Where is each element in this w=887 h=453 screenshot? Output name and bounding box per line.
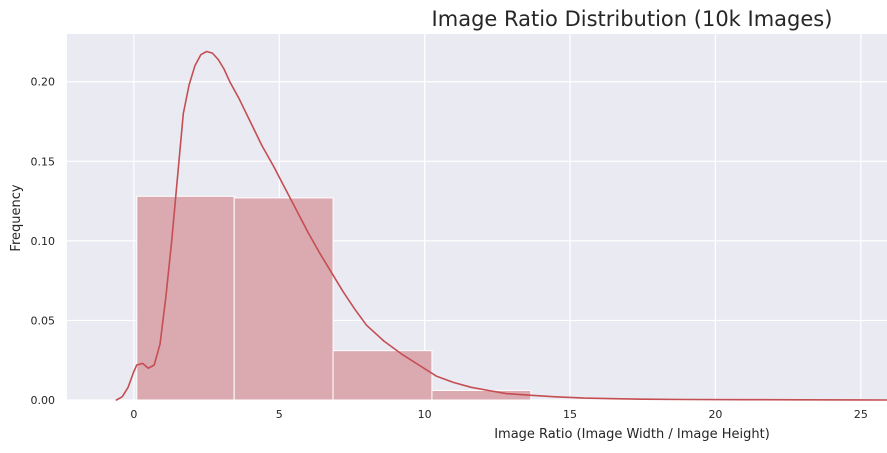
x-tick-label-5: 25 xyxy=(854,408,868,421)
histogram-bar-3 xyxy=(431,389,532,401)
x-tick-label-0: 0 xyxy=(130,408,137,421)
x-tick-label-2: 10 xyxy=(418,408,432,421)
histogram-bar-2 xyxy=(332,350,433,401)
y-tick-label-0: 0.00 xyxy=(31,394,56,407)
chart-title: Image Ratio Distribution (10k Images) xyxy=(432,7,833,31)
x-axis-label: Image Ratio (Image Width / Image Height) xyxy=(494,427,770,442)
x-tick-label-4: 20 xyxy=(708,408,722,421)
y-tick-label-4: 0.20 xyxy=(31,76,56,89)
histogram-bar-0 xyxy=(136,195,235,401)
tick-labels: 0 5 10 15 20 25 0.00 0.05 0.10 0.15 0.20 xyxy=(31,76,868,421)
x-tick-label-3: 15 xyxy=(563,408,577,421)
y-tick-label-3: 0.15 xyxy=(31,155,56,168)
kde-line-0 xyxy=(115,50,887,401)
histogram-bar-1 xyxy=(233,197,334,401)
y-tick-label-1: 0.05 xyxy=(31,314,56,327)
x-tick-label-1: 5 xyxy=(276,408,283,421)
kde-line-layer xyxy=(115,50,887,401)
y-tick-label-2: 0.10 xyxy=(31,235,56,248)
y-axis-label: Frequency xyxy=(9,184,24,251)
